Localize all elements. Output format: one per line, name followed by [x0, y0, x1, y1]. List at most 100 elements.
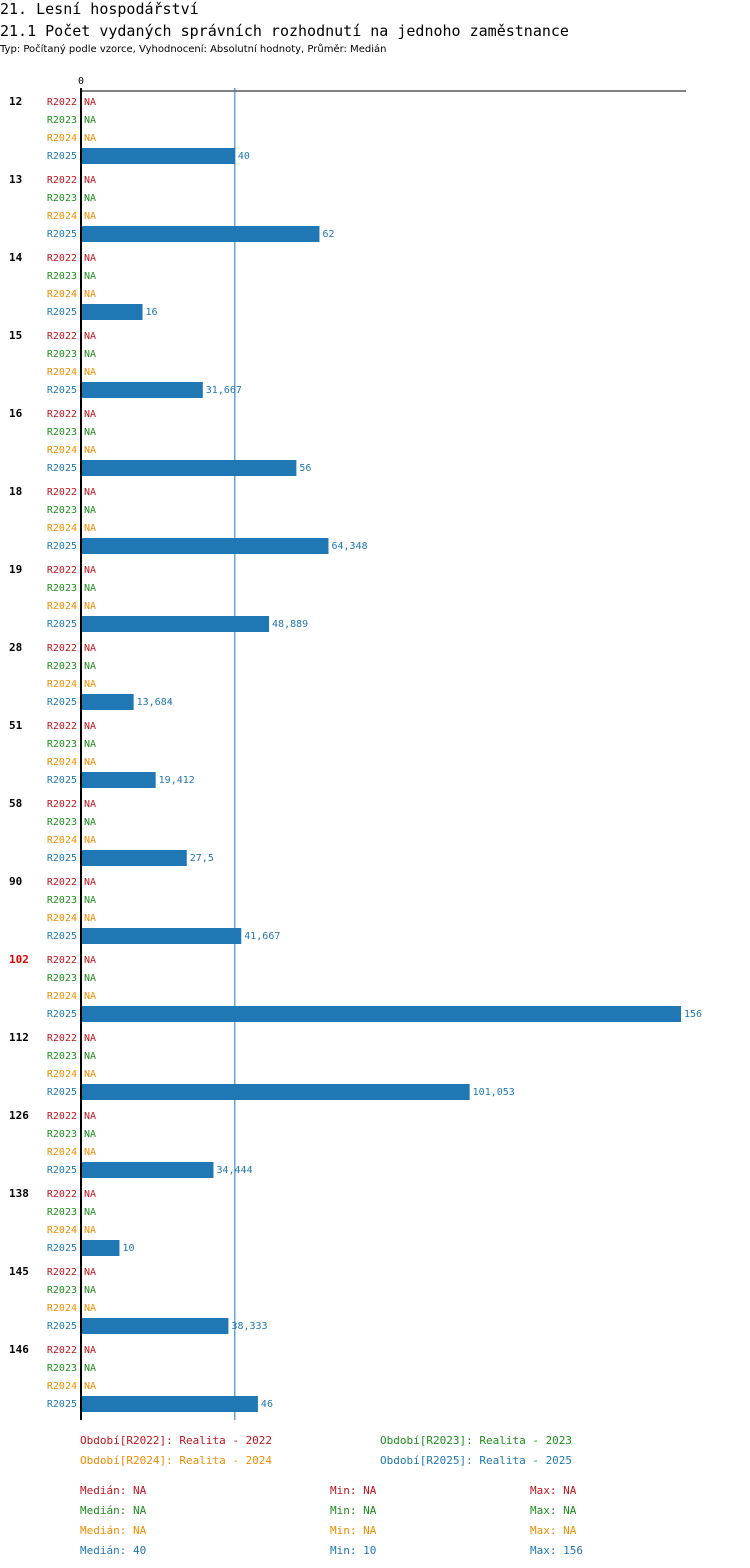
legend-item-r2025: Období[R2025]: Realita - 2025	[380, 1454, 573, 1467]
category-label: 14	[9, 251, 23, 264]
series-label: R2025	[47, 1009, 77, 1020]
series-label: R2023	[47, 739, 77, 750]
data-label: NA	[84, 505, 96, 516]
series-label: R2024	[47, 1225, 77, 1236]
data-label: NA	[84, 877, 96, 888]
category-label: 16	[9, 407, 23, 420]
data-label: NA	[84, 1147, 96, 1158]
data-label: NA	[84, 679, 96, 690]
series-label: R2023	[47, 1363, 77, 1374]
chart-title: 21.1 Počet vydaných správních rozhodnutí…	[0, 22, 569, 40]
data-label: NA	[84, 1363, 96, 1374]
data-label: NA	[84, 175, 96, 186]
stat-min-r2024: Min: NA	[330, 1524, 377, 1537]
data-label: 38,333	[231, 1321, 267, 1332]
category-label: 112	[9, 1031, 29, 1044]
data-label: 46	[261, 1399, 273, 1410]
data-label: NA	[84, 601, 96, 612]
bar	[81, 1240, 120, 1256]
data-label: NA	[84, 739, 96, 750]
data-label: NA	[84, 661, 96, 672]
series-label: R2025	[47, 1399, 77, 1410]
data-label: NA	[84, 1033, 96, 1044]
data-label: 31,667	[206, 385, 242, 396]
series-label: R2022	[47, 799, 77, 810]
data-label: NA	[84, 895, 96, 906]
data-label: NA	[84, 913, 96, 924]
stat-median-r2024: Medián: NA	[80, 1524, 147, 1537]
stat-min-r2025: Min: 10	[330, 1544, 377, 1557]
series-label: R2023	[47, 1051, 77, 1062]
data-label: NA	[84, 253, 96, 264]
data-label: NA	[84, 1051, 96, 1062]
bar	[81, 226, 320, 242]
series-label: R2024	[47, 523, 77, 534]
series-label: R2025	[47, 1243, 77, 1254]
data-label: NA	[84, 1381, 96, 1392]
data-label: NA	[84, 349, 96, 360]
series-label: R2024	[47, 1147, 77, 1158]
series-label: R2024	[47, 133, 77, 144]
category-label: 51	[9, 719, 23, 732]
series-label: R2023	[47, 973, 77, 984]
series-label: R2024	[47, 445, 77, 456]
data-label: NA	[84, 1129, 96, 1140]
series-label: R2023	[47, 115, 77, 126]
series-label: R2024	[47, 991, 77, 1002]
stat-median-r2022: Medián: NA	[80, 1484, 147, 1497]
series-label: R2022	[47, 1267, 77, 1278]
data-label: 19,412	[159, 775, 195, 786]
category-label: 15	[9, 329, 22, 342]
bar	[81, 1318, 229, 1334]
data-label: NA	[84, 427, 96, 438]
series-label: R2024	[47, 757, 77, 768]
data-label: 62	[322, 229, 334, 240]
series-label: R2025	[47, 463, 77, 474]
series-label: R2022	[47, 409, 77, 420]
series-label: R2022	[47, 97, 77, 108]
data-label: 34,444	[216, 1165, 252, 1176]
data-label: NA	[84, 817, 96, 828]
data-label: NA	[84, 193, 96, 204]
data-label: NA	[84, 271, 96, 282]
data-label: NA	[84, 1189, 96, 1200]
data-label: 101,053	[473, 1087, 515, 1098]
series-label: R2025	[47, 1165, 77, 1176]
series-label: R2022	[47, 487, 77, 498]
page-title: 21. Lesní hospodářství	[0, 0, 199, 18]
category-label: 28	[9, 641, 22, 654]
data-label: 56	[299, 463, 311, 474]
stat-min-r2023: Min: NA	[330, 1504, 377, 1517]
stat-median-r2023: Medián: NA	[80, 1504, 147, 1517]
category-label: 18	[9, 485, 22, 498]
data-label: NA	[84, 133, 96, 144]
bar	[81, 616, 270, 632]
series-label: R2023	[47, 505, 77, 516]
data-label: NA	[84, 991, 96, 1002]
data-label: NA	[84, 367, 96, 378]
series-label: R2025	[47, 1087, 77, 1098]
data-label: 16	[146, 307, 158, 318]
data-label: NA	[84, 835, 96, 846]
stat-median-r2025: Medián: 40	[80, 1544, 147, 1557]
data-label: NA	[84, 1267, 96, 1278]
data-label: 41,667	[244, 931, 280, 942]
data-label: NA	[84, 409, 96, 420]
bar	[81, 304, 143, 320]
data-label: 40	[238, 151, 250, 162]
series-label: R2025	[47, 931, 77, 942]
legend-item-r2022: Období[R2022]: Realita - 2022	[80, 1434, 273, 1447]
series-label: R2022	[47, 643, 77, 654]
data-label: NA	[84, 643, 96, 654]
bar	[81, 850, 187, 866]
series-label: R2022	[47, 331, 77, 342]
data-label: NA	[84, 583, 96, 594]
series-label: R2024	[47, 289, 77, 300]
category-label: 58	[9, 797, 22, 810]
legend-item-r2023: Období[R2023]: Realita - 2023	[380, 1434, 573, 1447]
category-label: 19	[9, 563, 22, 576]
data-label: NA	[84, 289, 96, 300]
chart-info: Typ: Počítaný podle vzorce, Vyhodnocení:…	[0, 44, 387, 55]
data-label: NA	[84, 955, 96, 966]
data-label: NA	[84, 1303, 96, 1314]
